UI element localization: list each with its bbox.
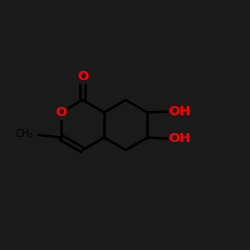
Text: O: O — [77, 70, 88, 83]
Text: OH: OH — [169, 132, 191, 145]
Text: OH: OH — [169, 105, 191, 118]
Text: CH₃: CH₃ — [15, 129, 33, 139]
Text: O: O — [55, 106, 66, 119]
